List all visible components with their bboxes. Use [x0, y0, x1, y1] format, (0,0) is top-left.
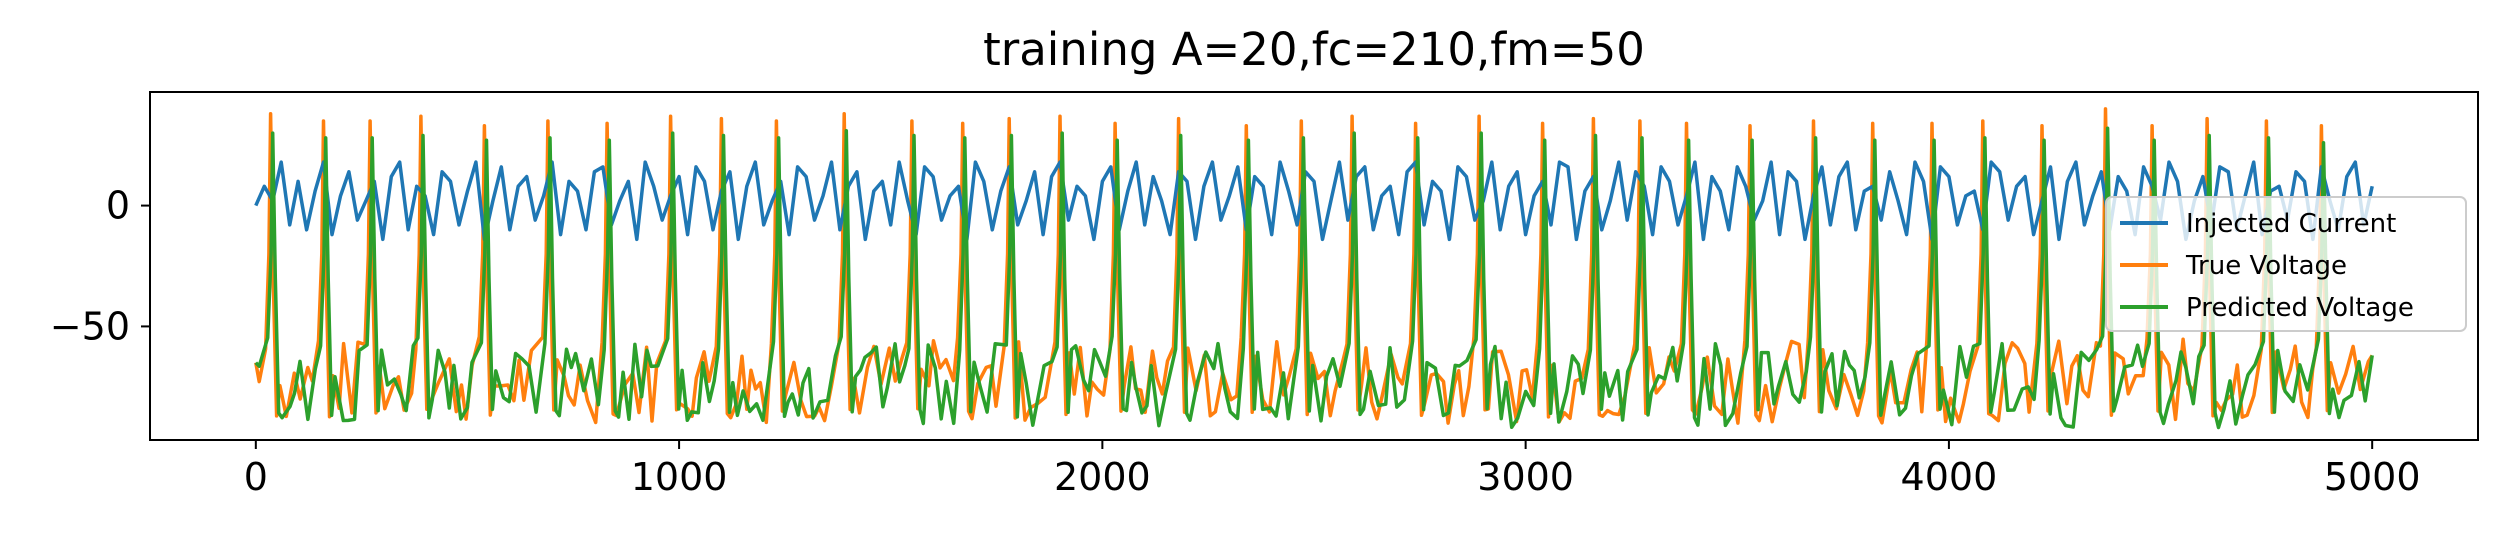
legend: Injected Current True Voltage Predicted Vo…	[2105, 196, 2467, 332]
axes: 0 1000 2000 3000 4000 5000 0 −50	[50, 91, 2479, 499]
x-tick-label: 3000	[1477, 455, 1574, 499]
x-tick-label: 4000	[1901, 455, 1998, 499]
plot-area	[254, 107, 2374, 430]
chart-title: training A=20,fc=210,fm=50	[983, 23, 1645, 76]
x-tick-label: 1000	[631, 455, 728, 499]
x-tick-label: 2000	[1054, 455, 1151, 499]
y-tick-label: −50	[50, 304, 130, 348]
y-tick-label: 0	[106, 184, 130, 228]
legend-box	[2105, 196, 2467, 332]
axes-frame	[149, 91, 2479, 441]
legend-label: True Voltage	[2185, 251, 2347, 281]
legend-label: Predicted Voltage	[2186, 293, 2414, 323]
series-line-predicted-voltage	[254, 126, 2374, 430]
x-tick-label: 5000	[2324, 455, 2421, 499]
x-tick-label: 0	[244, 455, 268, 499]
legend-label: Injected Current	[2186, 209, 2396, 239]
series-line-injected-current	[254, 160, 2374, 242]
